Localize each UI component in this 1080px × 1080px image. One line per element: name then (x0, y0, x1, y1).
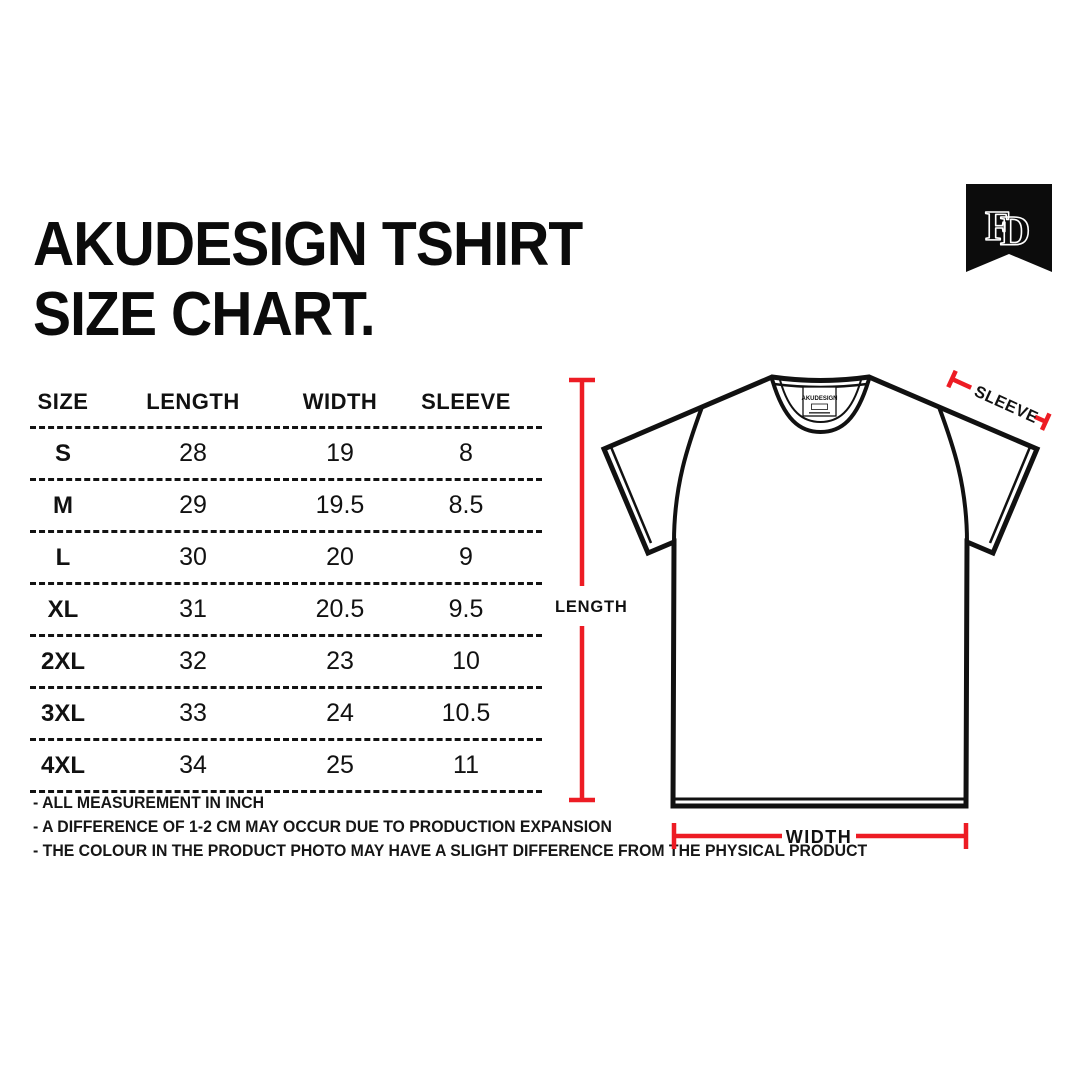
table-row: XL 31 20.5 9.5 (30, 585, 542, 637)
sleeve-value: 11 (453, 751, 479, 779)
table-row: 4XL 34 25 11 (30, 741, 542, 793)
note-colour-difference: - THE COLOUR IN THE PRODUCT PHOTO MAY HA… (33, 841, 868, 860)
tshirt-diagram: AKUDESIGN LENGTH WIDTH (555, 369, 1052, 849)
sleeve-value: 8.5 (448, 491, 484, 519)
sleeve-value: 10 (452, 647, 480, 675)
collar-inner-arc (779, 379, 862, 424)
brand-logo-badge: F D (966, 184, 1052, 272)
length-value: 28 (179, 439, 207, 467)
length-value: 30 (179, 543, 207, 571)
size-label: M (53, 491, 73, 519)
collar-tag-text-line (809, 412, 830, 414)
sleeve-value: 10.5 (441, 699, 491, 727)
column-header-sleeve: SLEEVE (421, 389, 511, 414)
size-label: 4XL (40, 751, 85, 779)
sleeve-cap-start (946, 369, 958, 389)
collar-tag-brand: AKUDESIGN (801, 396, 837, 402)
width-label: WIDTH (786, 827, 852, 847)
note-measurement-unit: - ALL MEASUREMENT IN INCH (33, 793, 265, 812)
monogram-letter-f: F (985, 204, 1011, 250)
sleeve-cap-end (1039, 412, 1052, 431)
sleeve-value: 9.5 (448, 595, 484, 623)
sleeve-value: 8 (459, 439, 473, 467)
left-cuff-stitch (609, 446, 653, 544)
column-header-size: SIZE (37, 389, 89, 414)
length-value: 33 (179, 699, 207, 727)
width-value: 25 (326, 751, 354, 779)
table-row: 2XL 32 23 10 (30, 637, 542, 689)
column-header-width: WIDTH (302, 389, 378, 414)
collar-tag: AKUDESIGN (801, 386, 838, 417)
right-cuff-stitch (988, 446, 1032, 544)
collar-tag-size-box (811, 403, 828, 410)
length-value: 32 (179, 647, 207, 675)
width-indicator (671, 823, 969, 849)
length-indicator (569, 377, 595, 803)
table-row: 3XL 33 24 10.5 (30, 689, 542, 741)
size-label: XL (47, 595, 79, 623)
collar-outer-arc (770, 378, 871, 435)
width-value: 20 (326, 543, 354, 571)
page-title-line2: SIZE CHART. (33, 280, 376, 349)
page-title: AKUDESIGN TSHIRT SIZE CHART. (33, 210, 583, 350)
table-row: L 30 20 9 (30, 533, 542, 585)
tshirt-outline (600, 374, 1041, 809)
sleeve-line-start (952, 377, 973, 390)
length-value: 29 (179, 491, 207, 519)
size-table: SIZE LENGTH WIDTH SLEEVE S 28 19 8 M 29 … (30, 378, 542, 793)
table-header-row: SIZE LENGTH WIDTH SLEEVE (30, 378, 542, 429)
length-label: LENGTH (555, 598, 628, 616)
table-row: M 29 19.5 8.5 (30, 481, 542, 533)
width-value: 24 (326, 699, 354, 727)
table-row: S 28 19 8 (30, 429, 542, 481)
width-value: 23 (326, 647, 354, 675)
logo-monogram: F D (984, 203, 1031, 256)
sleeve-value: 9 (459, 543, 473, 571)
column-header-length: LENGTH (146, 389, 240, 414)
left-armhole-seam (672, 406, 704, 543)
footnotes: - ALL MEASUREMENT IN INCH - A DIFFERENCE… (33, 791, 930, 863)
monogram-letter-d: D (1000, 209, 1030, 255)
length-value: 34 (179, 751, 207, 779)
length-value: 31 (179, 595, 207, 623)
size-label: S (54, 439, 71, 467)
right-armhole-seam (937, 406, 969, 543)
tshirt-body-shape (600, 374, 1041, 809)
page-title-line1: AKUDESIGN TSHIRT (33, 210, 583, 279)
note-tolerance: - A DIFFERENCE OF 1-2 CM MAY OCCUR DUE T… (33, 817, 612, 836)
size-label: 3XL (40, 699, 85, 727)
width-value: 19 (326, 439, 354, 467)
sleeve-label: SLEEVE (972, 383, 1041, 428)
size-label: 2XL (40, 647, 85, 675)
width-value: 20.5 (315, 595, 365, 623)
size-label: L (55, 543, 71, 571)
width-value: 19.5 (315, 491, 365, 519)
banner-ribbon-shape (966, 184, 1052, 272)
